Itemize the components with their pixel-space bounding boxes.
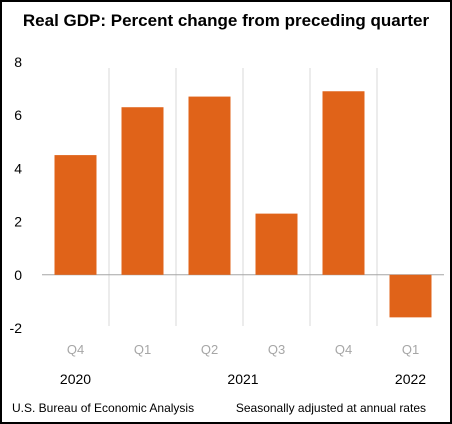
y-tick-label: 2 [14, 214, 22, 230]
bar [255, 213, 298, 275]
y-tick-label: 6 [14, 107, 22, 123]
source-note: U.S. Bureau of Economic Analysis [12, 401, 194, 415]
adjustment-note: Seasonally adjusted at annual rates [236, 401, 426, 415]
year-label: 2021 [227, 371, 258, 387]
x-axis-year-labels: 2020 2021 2022 [60, 371, 426, 387]
y-tick-label: -2 [10, 320, 23, 336]
bars [54, 91, 432, 318]
bar [322, 91, 365, 275]
x-tick-label: Q4 [335, 342, 352, 357]
bar [389, 274, 432, 318]
y-tick-label: 8 [14, 54, 22, 70]
x-tick-label: Q2 [201, 342, 218, 357]
x-axis-quarter-ticks: Q4 Q1 Q2 Q3 Q4 Q1 [67, 342, 419, 357]
y-axis-ticks: 8 6 4 2 0 -2 [10, 54, 23, 336]
x-tick-label: Q1 [134, 342, 151, 357]
y-tick-label: 4 [14, 160, 22, 176]
chart-title: Real GDP: Percent change from preceding … [23, 11, 430, 30]
year-separators [108, 68, 378, 326]
x-tick-label: Q1 [402, 342, 419, 357]
bar [121, 107, 164, 275]
y-tick-label: 0 [14, 267, 22, 283]
x-tick-label: Q3 [268, 342, 285, 357]
bar [54, 155, 97, 275]
bar [188, 96, 231, 275]
x-tick-label: Q4 [67, 342, 84, 357]
year-label: 2020 [60, 371, 91, 387]
year-label: 2022 [395, 371, 426, 387]
